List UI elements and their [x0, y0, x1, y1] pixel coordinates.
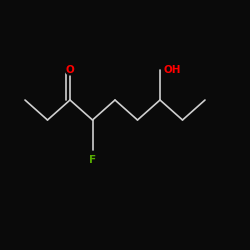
Text: OH: OH [164, 65, 181, 75]
Text: F: F [89, 155, 96, 165]
Text: O: O [66, 65, 74, 75]
